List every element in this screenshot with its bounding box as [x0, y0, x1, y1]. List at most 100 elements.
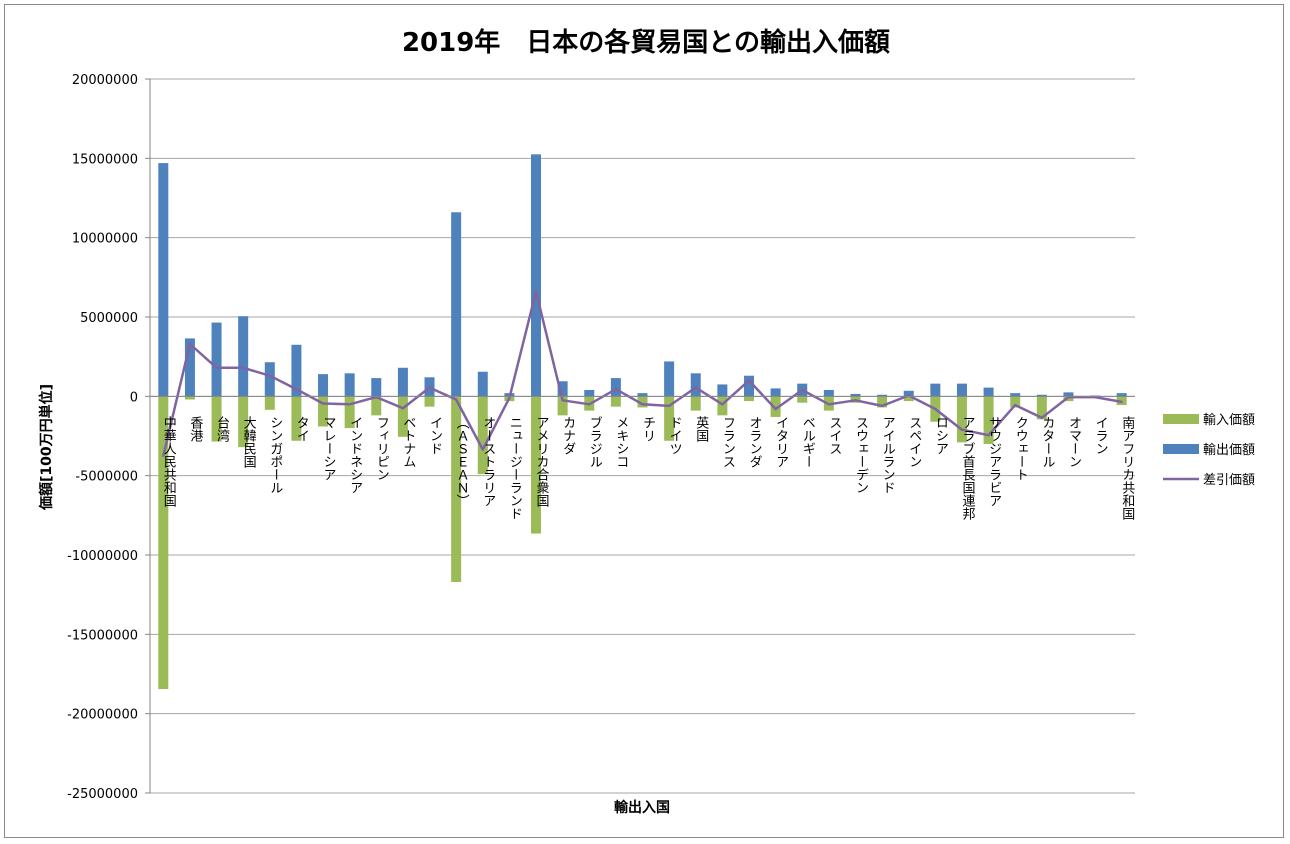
difference-point — [801, 388, 804, 392]
category-label: 英国 — [693, 416, 709, 442]
category-label: アラブ首長国連邦 — [959, 416, 975, 520]
export-bar — [850, 393, 861, 397]
y-tick-label: 15000000 — [72, 152, 138, 167]
y-tick-label: -5000000 — [75, 470, 138, 485]
category-label: スイス — [826, 416, 841, 455]
difference-point — [987, 434, 990, 437]
difference-point — [561, 399, 564, 402]
export-bar — [823, 389, 834, 397]
export-bar — [877, 394, 888, 397]
legend-label: 輸出価額 — [1203, 443, 1255, 458]
x-axis-title: 輸出入国 — [614, 799, 670, 816]
import-bar — [1063, 396, 1074, 402]
export-bar — [690, 373, 701, 397]
difference-point — [747, 379, 751, 382]
category-label: ニュージーランド — [507, 416, 522, 520]
category-label: カナダ — [560, 416, 575, 455]
export-bar — [610, 378, 621, 397]
import-bar — [158, 396, 169, 690]
category-label: サウジアラビア — [986, 416, 1001, 507]
export-bar — [211, 322, 222, 397]
import-bar — [877, 396, 888, 408]
y-tick-label: 0 — [130, 390, 138, 405]
import-bar — [690, 396, 701, 411]
import-bar — [318, 396, 329, 427]
category-label: 大韓民国 — [241, 416, 256, 468]
difference-point — [401, 407, 405, 410]
export-bar — [1063, 392, 1074, 397]
difference-point — [241, 366, 245, 369]
export-bar — [1010, 393, 1021, 397]
difference-point — [295, 387, 298, 391]
category-label: メキシコ — [613, 416, 628, 468]
export-bar — [264, 362, 275, 397]
import-bar — [344, 396, 355, 429]
category-label: クウェート — [1013, 416, 1028, 481]
export-bar — [983, 387, 994, 397]
export-bar — [371, 378, 382, 397]
difference-point — [827, 403, 831, 406]
import-bar — [291, 396, 302, 441]
category-label: 香港 — [187, 416, 203, 442]
import-bar — [184, 396, 195, 400]
import-bar — [610, 396, 621, 407]
difference-point — [508, 396, 511, 400]
export-bar — [903, 390, 914, 397]
category-label: インド — [427, 416, 442, 455]
export-bar — [770, 388, 781, 397]
category-label: インドネシア — [347, 416, 362, 494]
export-bar — [664, 361, 675, 397]
import-bar — [211, 396, 222, 442]
export-bar — [477, 371, 488, 397]
axes — [149, 79, 1135, 793]
category-label: スウェーデン — [853, 416, 868, 494]
category-label: イラン — [1093, 416, 1108, 455]
import-bar — [717, 396, 728, 416]
chart-frame: 2019年 日本の各貿易国との輸出入価額 -25000000 -20000000-… — [4, 4, 1284, 838]
difference-point — [694, 386, 697, 389]
difference-point — [880, 404, 884, 408]
legend-swatch-import — [1163, 414, 1199, 424]
import-bar — [664, 396, 675, 441]
import-bar — [531, 396, 542, 534]
difference-point — [934, 407, 937, 411]
export-bar — [956, 383, 967, 397]
category-label: ブラジル — [587, 415, 602, 468]
difference-point — [454, 398, 458, 401]
export-bar — [451, 212, 462, 397]
category-label: 台湾 — [214, 416, 230, 442]
difference-point — [667, 404, 671, 408]
import-bar — [983, 396, 994, 444]
difference-point — [534, 290, 538, 293]
category-label: アメリカ合衆国 — [534, 416, 550, 507]
y-tick-label: 5000000 — [80, 311, 138, 326]
import-bar — [371, 396, 382, 416]
difference-point — [641, 403, 644, 406]
import-bar — [424, 396, 435, 407]
import-bar — [1036, 396, 1047, 420]
difference-point — [588, 403, 591, 406]
y-tick-label: -10000000 — [67, 549, 138, 564]
import-bar — [770, 396, 781, 417]
chart-canvas: 2019年 日本の各貿易国との輸出入価額 -25000000-20000000-… — [38, 27, 1255, 816]
category-label: カタール — [1039, 416, 1054, 468]
export-bar — [717, 384, 728, 397]
difference-point — [960, 428, 964, 431]
export-bar — [184, 338, 195, 397]
category-label: ドイツ — [667, 416, 682, 455]
export-bar — [584, 389, 595, 397]
difference-point — [774, 407, 777, 411]
difference-point — [321, 402, 325, 405]
category-label: チリ — [640, 416, 655, 442]
import-bar — [477, 396, 488, 475]
difference-point — [215, 366, 218, 369]
category-label: アイルランド — [880, 416, 895, 494]
import-bar — [1010, 396, 1021, 408]
bars — [158, 154, 1127, 690]
difference-point — [1014, 403, 1017, 407]
import-bar — [797, 396, 808, 403]
export-bar — [291, 344, 302, 397]
category-label: イタリア — [773, 416, 788, 468]
legend-swatch-export — [1163, 444, 1199, 454]
